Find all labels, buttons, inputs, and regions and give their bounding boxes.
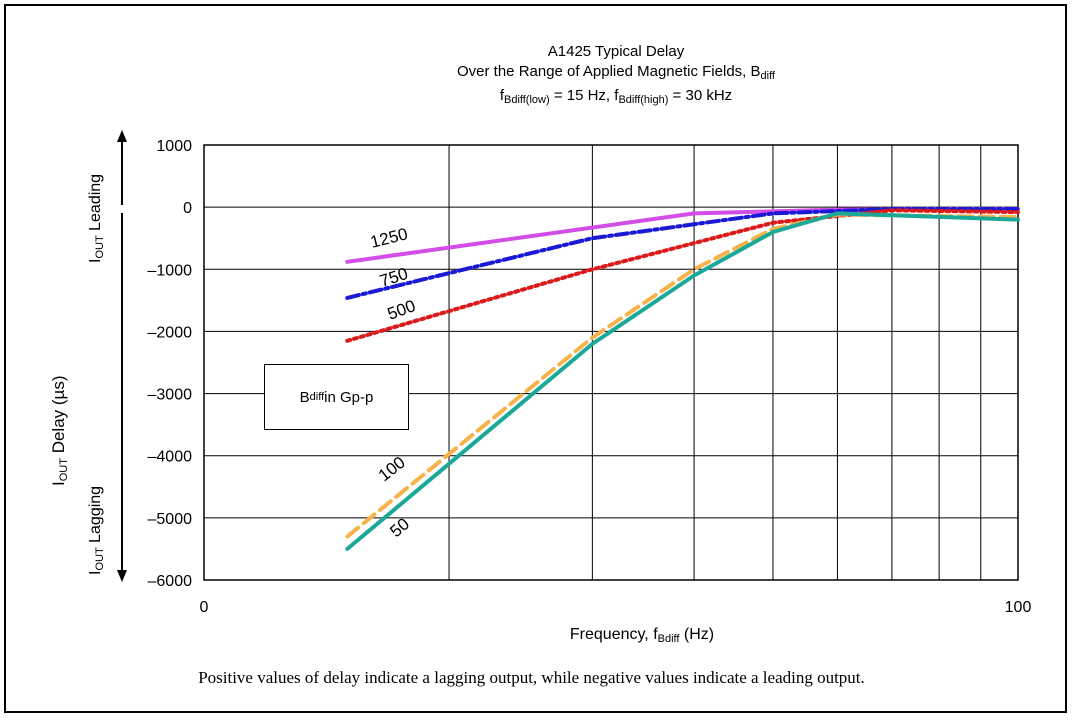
series-label-100: 100 [375,453,409,485]
title-line-3-a-sub: Bdiff(low) [504,94,550,106]
legend-box-main: B [299,388,310,406]
lagging-label-rest: Lagging [87,485,104,548]
x-axis-label-main: Frequency, f [569,626,658,643]
x-axis-label-unit: (Hz) [679,626,715,643]
figure-caption: Positive values of delay indicate a lagg… [198,668,865,687]
series-label-1250: 1250 [368,224,409,252]
legend-box-rest: in Gp-p [324,388,374,406]
lagging-label: IOUT Lagging [87,486,106,575]
legend-box-sub: diff [309,391,325,403]
title-line-3: fBdiff(low) = 15 Hz, fBdiff(high) = 30 k… [0,86,1075,110]
y-tick-label: –4000 [148,449,193,466]
plot-border [203,144,1019,581]
title-line-2-sub: diff [760,70,775,82]
title-line-3-b: = 15 Hz, f [549,87,619,104]
title-line-2: Over the Range of Applied Magnetic Field… [0,62,1075,86]
figure-frame [4,4,1067,713]
y-axis-label: IOUT Delay (µs) [49,376,70,487]
leading-label: IOUT Leading [87,174,106,263]
leading-arrow-head [117,130,127,142]
y-axis-label-main: I [49,481,68,486]
y-tick-label: 1000 [156,138,192,155]
title-line-2-text: Over the Range of Applied Magnetic Field… [457,63,761,80]
x-axis-label: Frequency, fBdiff (Hz) [522,626,762,645]
leading-label-sub: OUT [94,235,106,259]
lagging-label-main: I [87,570,104,575]
lagging-label-sub: OUT [94,547,106,571]
x-tick-label: 100 [1005,599,1032,616]
series-line-500 [345,208,1020,343]
series-label-750: 750 [377,264,410,291]
y-axis-label-rest: Delay (µs) [49,375,68,459]
series-label-500: 500 [385,296,418,324]
title-line-3-b-sub: Bdiff(high) [618,94,669,106]
y-tick-label: 0 [183,200,192,217]
title-line-1: A1425 Typical Delay [547,43,685,60]
y-tick-label: –6000 [148,573,193,590]
y-tick-label: –5000 [148,511,193,528]
lagging-arrow-head [117,570,127,582]
title-line-3-c: = 30 kHz [668,87,733,104]
y-axis-label-sub: OUT [58,458,70,482]
x-axis-label-sub: Bdiff [657,633,680,645]
chart-title: A1425 Typical Delay Over the Range of Ap… [0,42,1075,110]
title-line-3-a: f [499,87,504,104]
series-line-100 [345,212,1020,539]
leading-label-main: I [87,258,104,263]
x-tick-label: 0 [200,599,209,616]
series-line-50 [345,211,1020,551]
y-tick-label: –3000 [148,387,193,404]
leading-label-rest: Leading [87,173,104,236]
y-tick-label: –1000 [148,262,193,279]
y-tick-label: –2000 [148,324,193,341]
